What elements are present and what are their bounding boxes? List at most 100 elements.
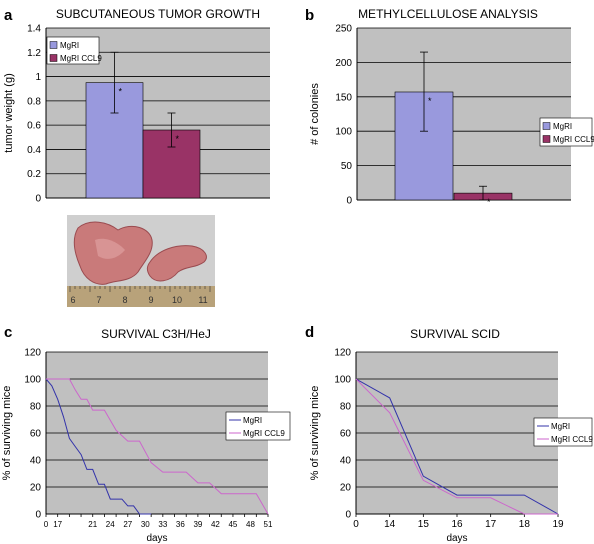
chart-c-xtick-label: 39 xyxy=(193,520,202,529)
ruler-number: 8 xyxy=(122,295,127,305)
chart-a-ytick-label: 0.2 xyxy=(27,169,41,180)
chart-a-y-axis-label: tumor weight (g) xyxy=(3,73,15,152)
chart-c-ytick-label: 120 xyxy=(24,348,41,359)
chart-c-xtick-label: 51 xyxy=(264,520,273,529)
tumor-right xyxy=(146,245,207,282)
chart-d-xtick-label: 15 xyxy=(418,519,430,530)
ruler xyxy=(67,286,215,307)
chart-b-ytick-label: 200 xyxy=(335,58,352,69)
chart-b-legend-swatch xyxy=(542,122,551,130)
chart-c-ytick-label: 60 xyxy=(30,429,42,440)
chart-a-significance-star: * xyxy=(176,134,180,144)
chart-d-legend xyxy=(533,417,593,447)
chart-a-ytick-label: 1.4 xyxy=(27,24,41,35)
chart-c-xtick-label: 0 xyxy=(44,520,49,529)
chart-c-y-axis-label: % of surviving mice xyxy=(1,386,13,481)
chart-a-legend-label: MgRI CCL9 xyxy=(60,54,102,63)
chart-d-xtick-label: 17 xyxy=(485,519,497,530)
chart-d-series-line xyxy=(355,378,558,515)
panel-letter-d: d xyxy=(305,324,314,341)
panel-letter-a: a xyxy=(4,7,13,24)
chart-b-ytick-label: 150 xyxy=(335,92,352,103)
chart-a-legend-swatch xyxy=(49,41,58,49)
chart-c-xtick-label: 48 xyxy=(246,520,255,529)
chart-c-xtick-label: 17 xyxy=(53,520,62,529)
ruler-number: 9 xyxy=(148,295,153,305)
chart-c-survival-c3h: 0 20 40 60 80 100 120 % of surviving mice 0 17 21 2… xyxy=(1,348,291,544)
chart-b-ytick-label: 50 xyxy=(341,161,353,172)
chart-b-ytick-label: 250 xyxy=(335,24,352,35)
chart-d-xtick-label: 19 xyxy=(552,519,564,530)
chart-a-ytick-label: 0 xyxy=(35,194,41,205)
panel-c-title: SURVIVAL C3H/HeJ xyxy=(101,327,211,341)
ruler-number: 11 xyxy=(198,295,207,305)
chart-a-ytick-label: 0.8 xyxy=(27,96,41,107)
chart-c-x-axis-label: days xyxy=(146,533,167,544)
chart-d-ytick-label: 100 xyxy=(334,375,351,386)
chart-d-xtick-label: 18 xyxy=(519,519,531,530)
chart-b-y-axis-label: # of colonies xyxy=(309,83,321,145)
panel-b-title: METHYLCELLULOSE ANALYSIS xyxy=(358,7,538,21)
panel-d-title: SURVIVAL SCID xyxy=(410,327,500,341)
panel-letter-b: b xyxy=(305,7,314,24)
tumor-photo: 6 7 8 9 10 11 xyxy=(67,215,215,307)
chart-d-ytick-label: 60 xyxy=(340,429,352,440)
chart-c-xtick-label: 42 xyxy=(211,520,220,529)
chart-c-ytick-label: 0 xyxy=(35,510,41,521)
chart-b-ytick-label: 0 xyxy=(346,196,352,207)
panel-letter-c: c xyxy=(4,324,12,341)
chart-d-ytick-label: 0 xyxy=(345,510,351,521)
chart-d-xtick-label: 16 xyxy=(451,519,463,530)
chart-b-significance-star: * xyxy=(487,197,491,207)
chart-a-legend-swatch xyxy=(49,54,58,62)
chart-d-series-line xyxy=(355,378,559,515)
chart-c-ytick-label: 100 xyxy=(24,375,41,386)
chart-c-legend xyxy=(225,411,291,441)
chart-b-legend-swatch xyxy=(542,135,551,143)
chart-c-ytick-label: 20 xyxy=(30,483,42,494)
chart-a-ytick-label: 1 xyxy=(35,72,41,83)
chart-d-survival-scid: 0 20 40 60 80 100 120 % of surviving mice 0 14 15 1… xyxy=(309,348,593,544)
chart-d-ytick-label: 40 xyxy=(340,456,352,467)
chart-b-legend-label: MgRI CCL9 xyxy=(553,135,594,144)
chart-d-x-axis-label: days xyxy=(446,533,467,544)
chart-a-ytick-label: 0.4 xyxy=(27,145,41,156)
chart-c-ytick-label: 80 xyxy=(30,402,42,413)
chart-c-xtick-label: 45 xyxy=(228,520,237,529)
ruler-ticks: 6 7 8 9 10 11 xyxy=(69,286,211,305)
chart-c-xtick-label: 27 xyxy=(123,520,132,529)
chart-b-legend-label: MgRI xyxy=(553,122,572,131)
tumor-left-highlight xyxy=(95,238,125,259)
chart-d-legend-label: MgRI CCL9 xyxy=(551,435,593,444)
chart-a-tumor-weight: 0 0.2 0.4 0.6 0.8 1 1.2 1.4 tumor weight (g) * * Mg… xyxy=(3,24,270,205)
chart-c-series-line xyxy=(46,378,269,515)
chart-c-xtick-label: 33 xyxy=(158,520,167,529)
chart-d-xtick-label: 0 xyxy=(353,519,359,530)
chart-d-xtick-label: 14 xyxy=(384,519,396,530)
chart-d-ytick-label: 80 xyxy=(340,402,352,413)
panel-a-title: SUBCUTANEOUS TUMOR GROWTH xyxy=(56,7,260,21)
chart-c-legend-label: MgRI xyxy=(243,416,262,425)
chart-a-ytick-label: 0.6 xyxy=(27,121,41,132)
chart-b-ytick-label: 100 xyxy=(335,127,352,138)
chart-c-xtick-label: 30 xyxy=(141,520,150,529)
chart-b-colonies: 0 50 100 150 200 250 # of colonies * * MgRI MgRI C… xyxy=(309,24,594,208)
ruler-number: 7 xyxy=(96,295,101,305)
ruler-number: 6 xyxy=(70,295,75,305)
ruler-number: 10 xyxy=(172,295,182,305)
chart-c-ytick-label: 40 xyxy=(30,456,42,467)
chart-d-y-axis-label: % of surviving mice xyxy=(309,386,321,481)
chart-c-xtick-label: 36 xyxy=(176,520,185,529)
chart-d-ytick-label: 120 xyxy=(334,348,351,359)
chart-a-ytick-label: 1.2 xyxy=(27,48,41,59)
chart-d-legend-label: MgRI xyxy=(551,422,570,431)
chart-c-xtick-label: 24 xyxy=(106,520,115,529)
chart-c-xtick-label: 21 xyxy=(88,520,97,529)
chart-b-significance-star: * xyxy=(428,96,432,106)
chart-d-ytick-label: 20 xyxy=(340,483,352,494)
chart-c-series-line xyxy=(45,378,152,515)
chart-a-legend-label: MgRI xyxy=(60,41,79,50)
chart-c-legend-label: MgRI CCL9 xyxy=(243,429,285,438)
chart-b-plot-area xyxy=(357,28,571,200)
